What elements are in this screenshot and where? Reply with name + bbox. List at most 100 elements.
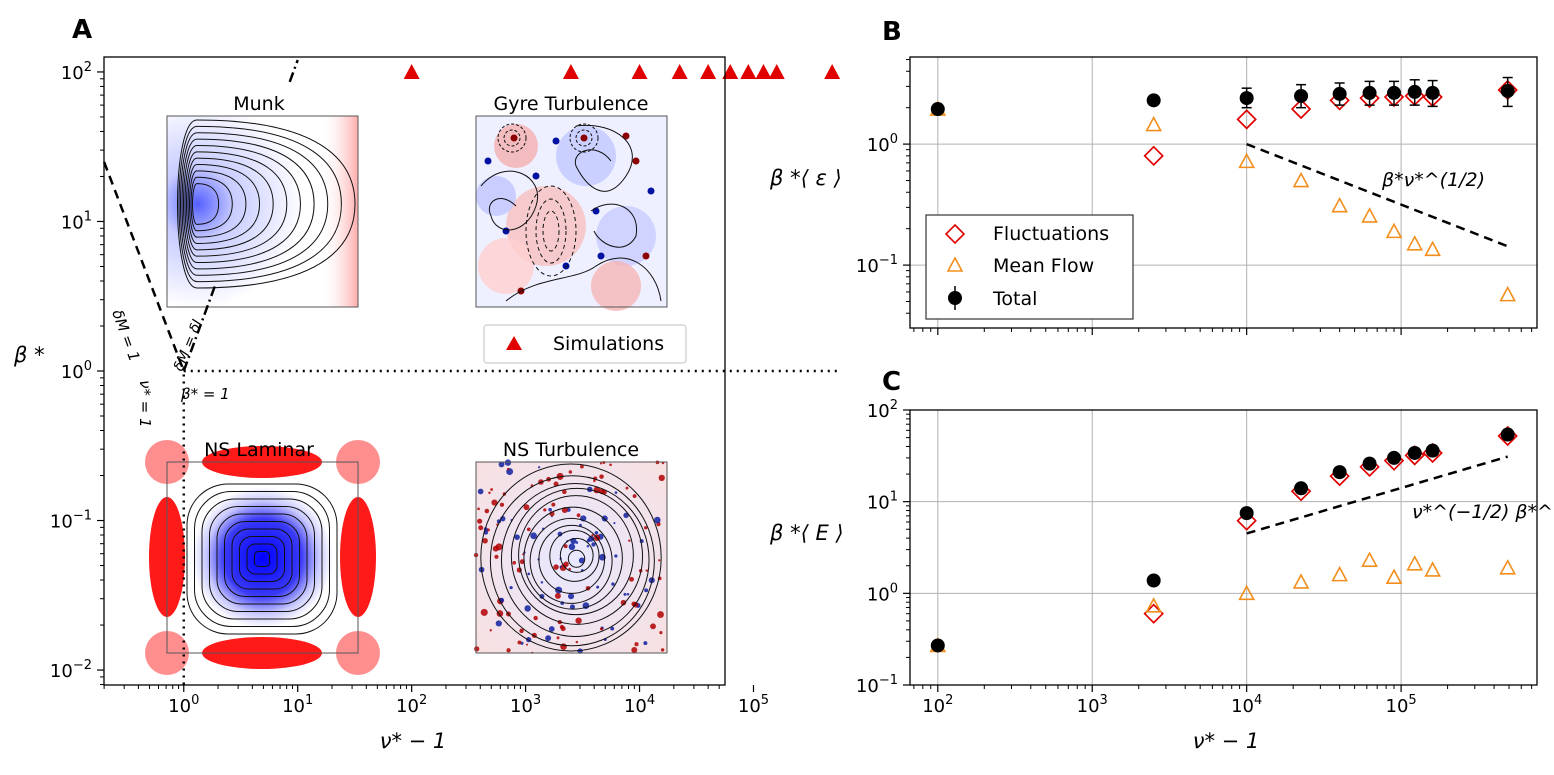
panel-b-label: B bbox=[882, 17, 902, 47]
legend-label-fluctuations: Fluctuations bbox=[993, 223, 1109, 245]
turbulence-vortex bbox=[548, 507, 552, 512]
munk-contour bbox=[186, 157, 274, 251]
turbulence-vortex bbox=[506, 648, 511, 653]
laminar-vortex bbox=[192, 487, 333, 628]
turbulence-vortex bbox=[519, 628, 524, 634]
simulation-marker bbox=[768, 63, 785, 79]
y-tick-label: 101 bbox=[61, 209, 92, 233]
gyre-eddy bbox=[591, 261, 641, 311]
turbulence-vortex bbox=[569, 604, 575, 610]
gyre-contour bbox=[503, 129, 521, 147]
gyre-vortex bbox=[592, 207, 600, 215]
laminar-contour bbox=[224, 521, 300, 597]
mark-total bbox=[1294, 88, 1309, 103]
munk-contour bbox=[183, 144, 301, 264]
line-dashed bbox=[102, 161, 185, 372]
gyre-vortex bbox=[532, 172, 540, 180]
turbulence-vortex bbox=[580, 464, 584, 469]
legend-marker-fluctuations bbox=[944, 223, 966, 245]
turbulence-vortex bbox=[545, 635, 552, 642]
turbulence-vortex bbox=[504, 459, 512, 466]
inset-title-ns-laminar: NS Laminar bbox=[204, 439, 314, 461]
gyre-contour bbox=[575, 129, 593, 147]
munk-contour bbox=[178, 125, 342, 283]
mark-total bbox=[1239, 506, 1254, 521]
y-tick-label: 101 bbox=[867, 490, 898, 514]
label-beta-star-1: β* = 1 bbox=[180, 385, 230, 403]
turbulence-vortex bbox=[517, 640, 522, 645]
gyre-contour bbox=[569, 123, 599, 153]
turbulence-vortex bbox=[525, 643, 528, 646]
y-tick-label: 102 bbox=[867, 398, 898, 422]
simulation-marker bbox=[755, 63, 772, 79]
turbulence-vortex bbox=[540, 581, 544, 584]
gyre-contour bbox=[497, 123, 527, 153]
mark-mean-flow bbox=[1292, 573, 1310, 589]
simulation-marker bbox=[631, 63, 648, 79]
turbulence-vortex bbox=[657, 611, 664, 618]
mark-mean-flow bbox=[1385, 222, 1403, 239]
y-tick-label: 10−1 bbox=[50, 509, 92, 533]
panel-c: C 102 103 104 105 10−1 100 101 102 ν*^(−1/2) β… bbox=[769, 367, 1554, 753]
gyre-vortex bbox=[502, 227, 510, 235]
turbulence-contour bbox=[480, 463, 662, 652]
gyre-vortex bbox=[632, 157, 640, 165]
legend-marker-total bbox=[948, 291, 962, 305]
gyre-vortex bbox=[484, 157, 492, 165]
turbulence-vortex bbox=[575, 617, 582, 624]
mark-mean-flow bbox=[1424, 561, 1441, 577]
reference-line bbox=[1246, 455, 1509, 535]
x-tick-label: 101 bbox=[282, 693, 313, 717]
label-delta-m-delta-i: δM = δI bbox=[171, 317, 206, 373]
laminar-contour bbox=[246, 543, 278, 575]
turbulence-vortex bbox=[563, 561, 569, 568]
turbulence-vortex bbox=[509, 585, 513, 590]
munk-contour bbox=[187, 164, 261, 244]
laminar-contour bbox=[194, 491, 330, 627]
turbulence-vortex bbox=[489, 629, 492, 632]
mark-mean-flow bbox=[1499, 285, 1517, 302]
gyre-contour bbox=[535, 198, 567, 264]
turbulence-vortex bbox=[625, 486, 629, 490]
turbulence-contour bbox=[518, 495, 634, 616]
panel-b-ref-label: β*ν*^(1/2) bbox=[1381, 169, 1485, 191]
munk-contour bbox=[180, 132, 329, 276]
panel-c-ylabel: β *⟨ E ⟩ bbox=[769, 521, 844, 545]
turbulence-vortex bbox=[634, 642, 639, 647]
x-tick-label: 102 bbox=[922, 693, 953, 717]
x-tick-label: 104 bbox=[624, 693, 655, 717]
turbulence-vortex bbox=[498, 461, 505, 468]
line-delta-m-delta-i-upper bbox=[288, 59, 299, 83]
mark-mean-flow bbox=[1406, 235, 1424, 251]
turbulence-vortex bbox=[658, 474, 665, 481]
turbulence-vortex bbox=[620, 599, 627, 606]
turbulence-contour bbox=[567, 549, 586, 568]
turbulence-vortex bbox=[599, 462, 603, 465]
inset-ns-turbulence bbox=[473, 459, 668, 654]
turbulence-vortex bbox=[578, 557, 585, 564]
turbulence-vortex bbox=[629, 576, 634, 582]
mark-fluctuations bbox=[1236, 109, 1257, 130]
turbulence-vortex bbox=[563, 544, 568, 549]
turbulence-vortex bbox=[537, 466, 541, 469]
gyre-contour bbox=[505, 257, 662, 302]
turbulence-vortex bbox=[660, 648, 665, 652]
turbulence-contour bbox=[500, 482, 650, 637]
turbulence-contour bbox=[538, 524, 606, 594]
legend-simulations-marker bbox=[506, 336, 522, 350]
turbulence-vortex bbox=[553, 564, 559, 570]
laminar-contour bbox=[216, 513, 308, 605]
reference-line bbox=[1246, 142, 1509, 248]
turbulence-contour bbox=[510, 487, 644, 625]
mark-fluctuations bbox=[1236, 510, 1257, 531]
laminar-contour bbox=[186, 483, 338, 635]
y-tick-label: 10−1 bbox=[856, 253, 898, 277]
mark-total bbox=[1425, 443, 1440, 458]
turbulence-vortex bbox=[562, 489, 567, 495]
laminar-contour bbox=[239, 536, 285, 582]
turbulence-vortex bbox=[659, 631, 663, 635]
mark-fluctuations bbox=[1143, 603, 1164, 624]
y-tick-label: 102 bbox=[61, 60, 92, 84]
panel-c-xlabel: ν* − 1 bbox=[1193, 729, 1260, 753]
turbulence-vortex bbox=[577, 648, 583, 654]
